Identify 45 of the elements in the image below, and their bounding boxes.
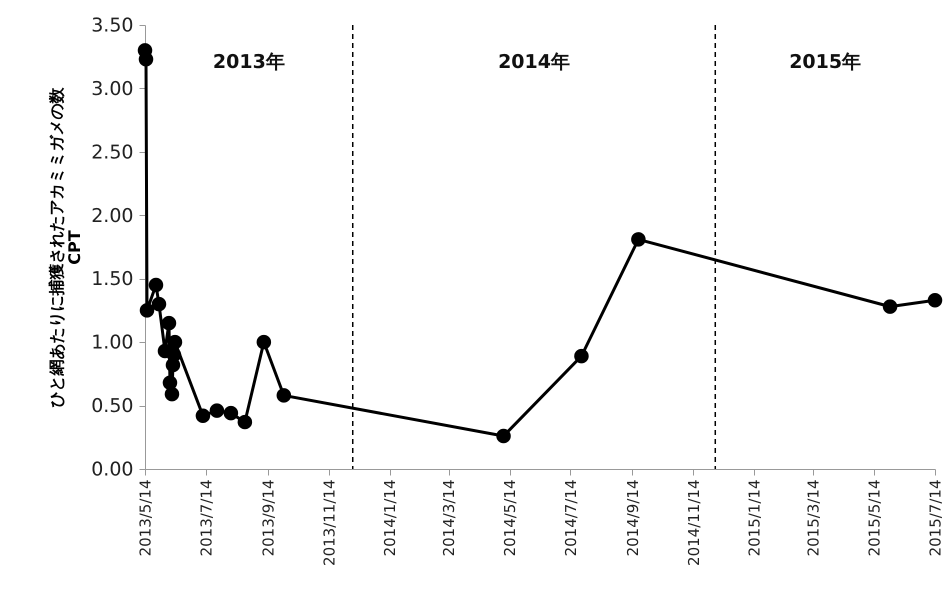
x-tick-label: 2014/11/14 bbox=[684, 480, 703, 566]
x-tick-label: 2014/3/14 bbox=[440, 480, 458, 556]
point bbox=[224, 406, 238, 420]
point bbox=[138, 52, 154, 66]
point bbox=[256, 334, 272, 350]
y-axis-title: ひと網あたりに捕獲されたアカミミガメの数 CPT bbox=[47, 86, 84, 408]
x-tick-label: 2015/7/14 bbox=[926, 480, 944, 556]
point bbox=[140, 303, 154, 318]
x-tick-label: 2015/1/14 bbox=[746, 480, 764, 556]
y-tick-label: 1.00 bbox=[91, 332, 134, 354]
point bbox=[196, 408, 210, 423]
x-tick-label: 2014/5/14 bbox=[501, 480, 520, 556]
point bbox=[164, 386, 180, 402]
y-tick-label: 2.50 bbox=[91, 141, 134, 164]
y-tick-label: 2.00 bbox=[91, 204, 134, 227]
point bbox=[496, 428, 511, 444]
y-tick-label: 1.50 bbox=[91, 268, 134, 290]
annotation: 2014年 bbox=[498, 51, 570, 73]
point bbox=[631, 232, 646, 247]
x-tick-label: 2013/9/14 bbox=[259, 480, 278, 556]
point bbox=[276, 388, 292, 403]
point bbox=[168, 334, 182, 350]
x-tick-label: 2014/9/14 bbox=[624, 480, 642, 556]
y-tick-label: 0.50 bbox=[91, 395, 134, 418]
x-tick-label: 2014/7/14 bbox=[562, 480, 580, 556]
annotation: 2013年 bbox=[212, 51, 285, 73]
x-tick-label: 2013/11/14 bbox=[320, 480, 338, 566]
y-tick-label: 0.00 bbox=[91, 458, 134, 480]
x-tick-label: 2013/7/14 bbox=[197, 480, 216, 556]
x-tick-label: 2013/5/14 bbox=[136, 480, 154, 556]
point bbox=[166, 348, 182, 362]
x-tick-label: 2015/3/14 bbox=[804, 480, 823, 556]
x-tick-label: 2014/1/14 bbox=[381, 480, 400, 556]
point bbox=[238, 414, 252, 430]
point bbox=[882, 299, 898, 314]
y-tick-label: 3.00 bbox=[91, 78, 134, 100]
point bbox=[928, 293, 942, 308]
annotation: 2015年 bbox=[789, 51, 862, 73]
x-tick-label: 2015/5/14 bbox=[866, 480, 884, 556]
point bbox=[148, 278, 164, 292]
point bbox=[162, 316, 176, 330]
point bbox=[574, 348, 589, 364]
point bbox=[152, 296, 166, 312]
point bbox=[210, 403, 224, 418]
y-tick-label: 3.50 bbox=[91, 14, 134, 36]
